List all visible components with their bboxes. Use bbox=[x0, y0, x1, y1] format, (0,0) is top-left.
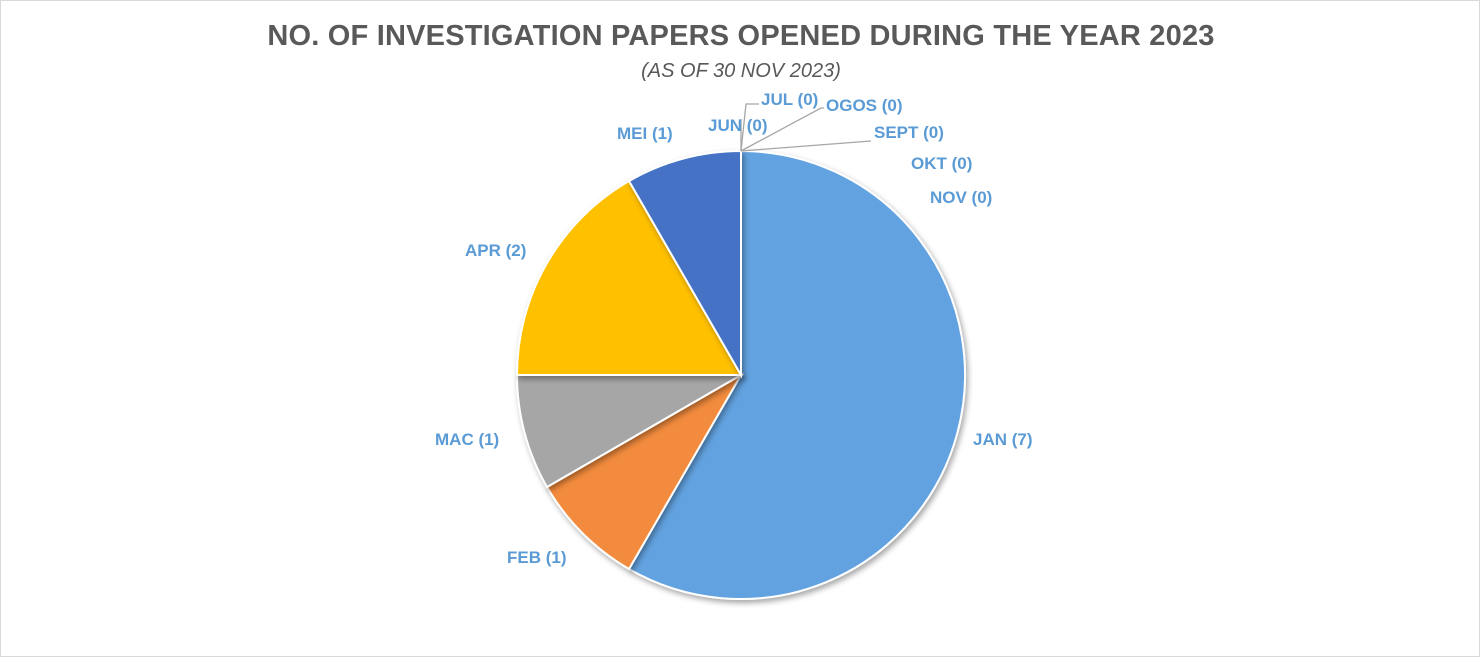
pie-slice-mei bbox=[627, 149, 742, 379]
data-label-nov: NOV (0) bbox=[930, 188, 992, 207]
data-label-sept: SEPT (0) bbox=[874, 123, 944, 142]
pie-slice-feb bbox=[545, 372, 744, 571]
leader-line-sept bbox=[740, 140, 872, 152]
pie-slice-jan bbox=[627, 149, 966, 600]
leader-lines bbox=[740, 103, 872, 152]
data-label-jun: JUN (0) bbox=[708, 116, 768, 135]
data-label-ogos: OGOS (0) bbox=[826, 96, 903, 115]
data-label-okt: OKT (0) bbox=[911, 154, 972, 173]
data-label-mei: MEI (1) bbox=[617, 124, 673, 143]
data-label-apr: APR (2) bbox=[465, 241, 526, 260]
pie-slice-mac bbox=[515, 374, 745, 489]
pie-slices bbox=[515, 149, 966, 600]
data-label-jul: JUL (0) bbox=[761, 90, 818, 109]
leader-line-jul bbox=[740, 103, 759, 152]
data-label-jan: JAN (7) bbox=[973, 430, 1033, 449]
chart-subtitle: (AS OF 30 NOV 2023) bbox=[641, 60, 841, 82]
data-label-feb: FEB (1) bbox=[507, 548, 567, 567]
pie-slice-apr bbox=[515, 179, 743, 376]
leader-line-ogos bbox=[740, 107, 824, 152]
slice-labels: JAN (7) FEB (1) MAC (1) APR (2) MEI (1) JUN (… bbox=[435, 90, 1033, 567]
data-label-mac: MAC (1) bbox=[435, 430, 499, 449]
chart-title: NO. OF INVESTIGATION PAPERS OPENED DURIN… bbox=[267, 20, 1215, 52]
